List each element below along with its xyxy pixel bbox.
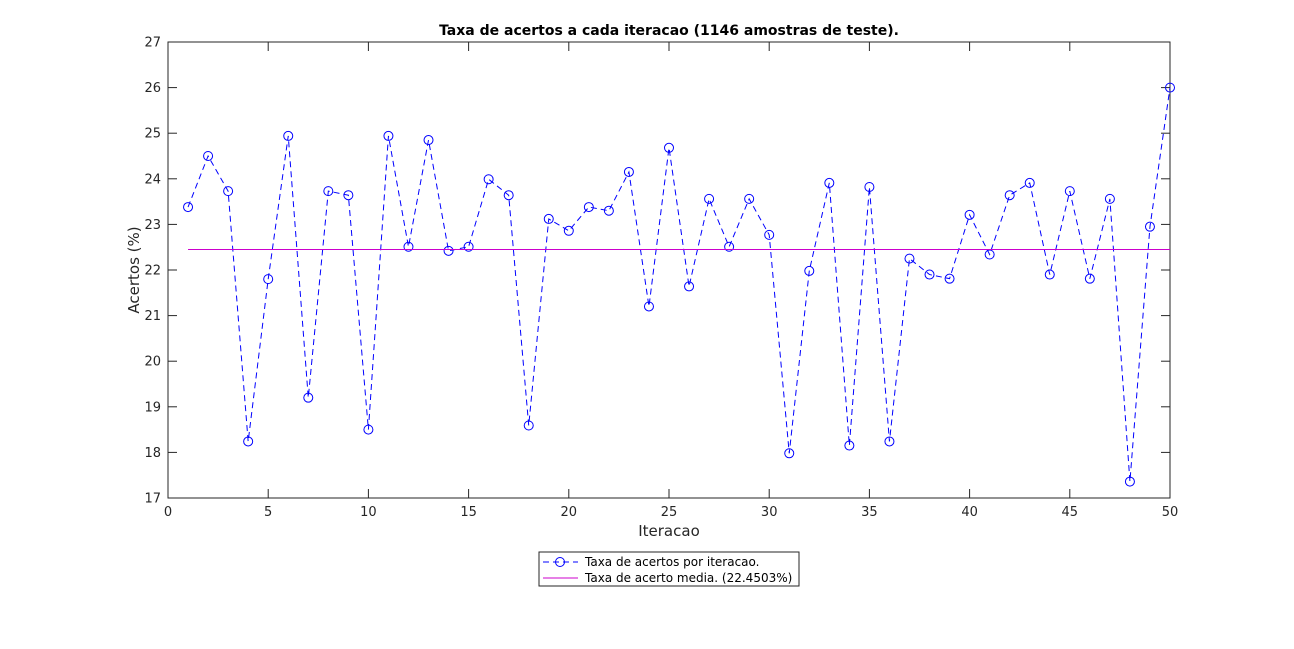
- y-tick-label: 27: [144, 36, 161, 51]
- data-point: [944, 273, 955, 284]
- data-point: [1144, 221, 1155, 232]
- x-tick-label: 10: [360, 505, 377, 520]
- data-point: [1064, 186, 1075, 197]
- x-tick-label: 35: [861, 505, 878, 520]
- x-tick-label: 30: [761, 505, 778, 520]
- x-axis-ticks: 0 5 10 15 20 25 30 35 40 45 50: [164, 42, 1178, 520]
- data-point: [183, 202, 194, 213]
- data-point: [383, 130, 394, 141]
- y-tick-label: 20: [144, 355, 161, 370]
- data-point: [243, 436, 254, 447]
- x-axis-label: Iteracao: [638, 522, 700, 540]
- data-point: [223, 186, 234, 197]
- y-tick-label: 21: [144, 309, 161, 324]
- data-point: [784, 448, 795, 459]
- data-point: [884, 436, 895, 447]
- y-tick-label: 22: [144, 264, 161, 279]
- data-point: [1004, 190, 1015, 201]
- data-point: [623, 166, 634, 177]
- x-tick-label: 25: [661, 505, 678, 520]
- data-point: [1165, 82, 1175, 93]
- data-point: [664, 142, 674, 153]
- data-point: [804, 265, 815, 276]
- x-tick-label: 20: [561, 505, 578, 520]
- chart-title: Taxa de acertos a cada iteracao (1146 am…: [439, 23, 899, 39]
- series-1-line: [187, 87, 1171, 482]
- x-tick-label: 50: [1162, 505, 1179, 520]
- data-point: [744, 193, 755, 204]
- data-point: [403, 241, 414, 252]
- data-point: [684, 281, 695, 292]
- data-point: [563, 225, 574, 236]
- x-tick-label: 15: [460, 505, 477, 520]
- data-point: [724, 241, 735, 252]
- data-point: [363, 424, 374, 435]
- data-point: [283, 130, 294, 141]
- data-point: [1124, 476, 1135, 487]
- y-tick-label: 26: [144, 81, 161, 96]
- x-tick-label: 45: [1062, 505, 1079, 520]
- y-tick-label: 25: [144, 127, 161, 142]
- data-point: [764, 229, 775, 240]
- data-point: [1024, 177, 1035, 188]
- y-tick-label: 19: [144, 400, 161, 415]
- data-point: [904, 253, 915, 264]
- data-point: [964, 209, 975, 220]
- plot-area: [167, 41, 1171, 499]
- y-axis-ticks: 17 18 19 20 21 22 23 24 25 26 27: [144, 36, 1170, 507]
- series-layer: [183, 82, 1175, 487]
- data-point: [583, 202, 594, 213]
- data-point: [924, 269, 935, 280]
- y-tick-label: 17: [144, 492, 161, 507]
- x-tick-label: 0: [164, 505, 172, 520]
- legend-marker-series-1: [555, 557, 565, 567]
- data-point: [1044, 269, 1055, 280]
- data-point: [824, 177, 835, 188]
- data-point: [603, 205, 614, 216]
- data-point: [1084, 273, 1095, 284]
- data-point: [984, 249, 995, 260]
- data-point: [503, 190, 514, 201]
- data-point: [483, 174, 494, 185]
- y-axis-label: Acertos (%): [125, 226, 143, 313]
- data-point: [844, 440, 855, 451]
- x-tick-label: 5: [264, 505, 272, 520]
- data-point: [643, 301, 654, 312]
- x-tick-label: 40: [961, 505, 978, 520]
- data-point: [203, 151, 214, 161]
- data-point: [303, 392, 314, 403]
- legend-label-series-2: Taxa de acerto media. (22.4503%): [584, 571, 792, 585]
- legend-label-series-1: Taxa de acertos por iteracao.: [584, 555, 759, 569]
- data-point: [463, 241, 474, 252]
- data-point: [864, 182, 875, 193]
- data-point: [523, 420, 534, 431]
- y-tick-label: 18: [144, 446, 161, 461]
- data-point: [704, 193, 715, 204]
- data-point: [1104, 193, 1115, 204]
- data-point: [543, 213, 554, 224]
- data-point: [263, 274, 274, 285]
- data-point: [443, 245, 454, 256]
- y-tick-label: 23: [144, 218, 161, 233]
- legend: Taxa de acertos por iteracao. Taxa de ac…: [538, 551, 800, 587]
- legend-box: [538, 551, 800, 587]
- y-tick-label: 24: [144, 172, 161, 187]
- data-point: [423, 135, 434, 146]
- data-point: [323, 186, 334, 197]
- data-point: [343, 190, 354, 201]
